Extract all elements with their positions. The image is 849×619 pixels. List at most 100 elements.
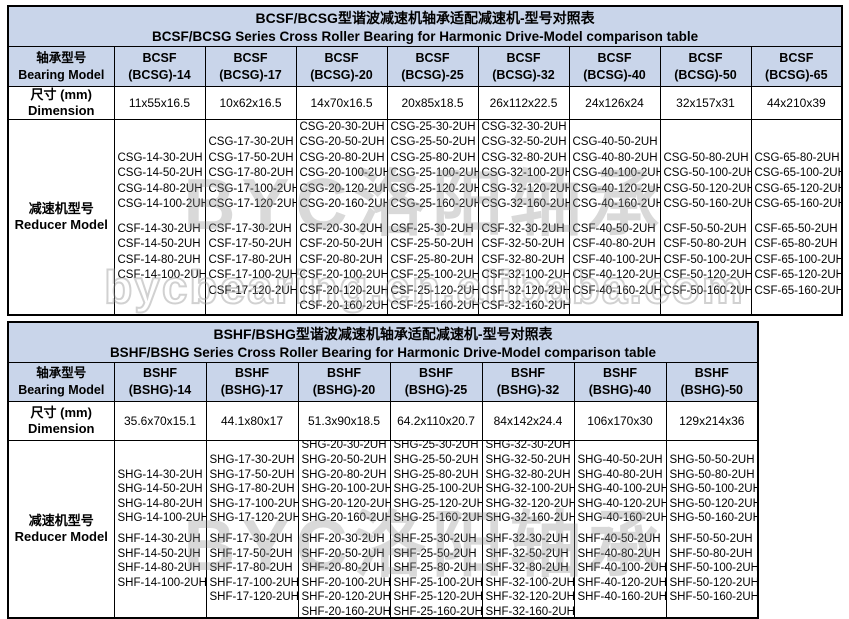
reducer-group-bottom: CSF-17-30-2UH CSF-17-50-2UH CSF-17-80-2UH C… [209, 222, 296, 315]
bearing-model-label-cn: 轴承型号 [36, 366, 87, 380]
model-item: CSF-20-50-2UH [299, 238, 383, 250]
dimension-value-2: 10x62x16.5 [204, 86, 297, 120]
comparison-table-2: BYC洛阳轴承 BSHF/BSHG型谐波减速机轴承适配减速机-型号对照表 BSHF… [7, 321, 842, 619]
model-item: CSG-25-100-2UH [390, 167, 478, 179]
column-header-line1: BSHF [418, 366, 454, 380]
model-item: SHG-50-120-2UH [669, 497, 759, 510]
dimension-value-3: 14x70x16.5 [295, 86, 388, 120]
reducer-models-cell-5: SHG-32-30-2UH SHG-32-50-2UH SHG-32-80-2UH S… [481, 440, 575, 619]
dimension-value-7: 129x214x36 [665, 401, 759, 441]
model-item: CSG-17-50-2UH [208, 151, 294, 164]
model-item: SHG-32-160-2UH [485, 512, 574, 525]
model-item: CSF-65-100-2UH [754, 253, 843, 266]
model-item: CSG-17-120-2UH [208, 198, 296, 210]
model-item: SHF-14-100-2UH [117, 576, 206, 589]
model-item: SHG-50-50-2UH [669, 454, 755, 467]
model-item: SHG-17-50-2UH [209, 468, 295, 481]
reducer-group-top: SHG-50-50-2UH SHG-50-80-2UH SHG-50-100-2UH… [670, 441, 758, 526]
model-item: CSG-17-30-2UH [208, 136, 294, 148]
model-item: CSF-20-120-2UH [299, 284, 387, 297]
model-item: CSF-14-50-2UH [117, 238, 201, 250]
column-header-line2: (BSHG)-25 [404, 383, 468, 397]
table-title-cell: BSHF/BSHG型谐波减速机轴承适配减速机-型号对照表 BSHF/BSHG Se… [7, 321, 759, 363]
model-item: CSG-20-160-2UH [299, 198, 387, 210]
reducer-group-top: CSG-50-80-2UH CSG-50-100-2UH CSG-50-120-2U… [663, 120, 751, 212]
column-header-line2: (BCSG)-40 [583, 67, 646, 82]
column-header-line1: BCSF [324, 50, 359, 65]
model-item: CSG-25-120-2UH [390, 182, 478, 195]
column-header-1: BSHF (BSHG)-14 [113, 362, 207, 402]
reducer-label-cn: 减速机型号 [28, 201, 94, 216]
dimension-row: 尺寸 (mm) Dimension 11x55x16.5 10x62x16.5 14x7… [7, 86, 843, 120]
reducer-group-top: CSG-32-30-2UH CSG-32-50-2UH CSG-32-80-2UH C… [481, 120, 569, 212]
model-item: SHF-40-160-2UH [577, 591, 666, 604]
model-item: SHG-40-50-2UH [577, 454, 663, 467]
reducer-group-bottom: CSF-20-30-2UH CSF-20-50-2UH CSF-20-80-2UH C… [300, 222, 387, 315]
column-header-3: BCSF (BCSG)-20 [295, 46, 388, 87]
dimension-value-2: 44.1x80x17 [205, 401, 299, 441]
reducer-group-top: CSG-65-80-2UH CSG-65-100-2UH CSG-65-120-2U… [754, 120, 843, 212]
model-item: SHG-32-30-2UH [485, 440, 571, 452]
column-header-line2: (BSHG)-20 [312, 383, 376, 397]
column-header-line1: BSHF [510, 366, 546, 380]
model-item: CSF-65-80-2UH [754, 238, 838, 250]
model-item: CSF-40-100-2UH [572, 253, 660, 266]
column-header-7: BCSF (BCSG)-50 [659, 46, 752, 87]
model-item: CSF-40-50-2UH [572, 222, 656, 235]
model-item: SHG-14-80-2UH [117, 497, 203, 510]
model-item: CSF-50-120-2UH [663, 269, 751, 281]
reducer-group-bottom: CSF-32-30-2UH CSF-32-50-2UH CSF-32-80-2UH C… [482, 222, 569, 315]
reducer-models-cell-3: CSG-20-30-2UH CSG-20-50-2UH CSG-20-80-2UH C… [295, 119, 388, 316]
model-item: CSG-32-100-2UH [481, 167, 569, 179]
model-item: CSG-65-160-2UH [754, 198, 843, 210]
dimension-value-5: 84x142x24.4 [481, 401, 575, 441]
model-item: CSF-25-100-2UH [390, 269, 478, 281]
column-header-line1: BCSF [142, 50, 177, 65]
reducer-group-top: CSG-40-50-2UH CSG-40-80-2UH CSG-40-100-2UH… [572, 120, 660, 212]
reducer-label-en: Reducer Model [14, 217, 108, 232]
model-item: CSG-20-80-2UH [299, 151, 385, 164]
model-item: CSF-25-30-2UH [390, 222, 474, 235]
bearing-model-label-en: Bearing Model [18, 383, 105, 397]
model-item: SHG-20-50-2UH [301, 454, 387, 467]
reducer-group-top: SHG-32-30-2UH SHG-32-50-2UH SHG-32-80-2UH S… [485, 440, 574, 526]
model-item: SHG-40-80-2UH [577, 468, 663, 481]
model-item: CSG-50-100-2UH [663, 167, 751, 179]
reducer-row: 减速机型号 Reducer Model CSG-14-30-2UH CSG-14-50… [7, 119, 843, 316]
model-item: SHF-17-50-2UH [209, 547, 293, 560]
column-header-4: BSHF (BSHG)-25 [389, 362, 483, 402]
column-header-5: BSHF (BSHG)-32 [481, 362, 575, 402]
model-item: SHF-50-160-2UH [669, 591, 759, 604]
reducer-group-bottom: SHF-32-30-2UH SHF-32-50-2UH SHF-32-80-2UH S… [486, 532, 574, 617]
model-item: SHG-50-80-2UH [669, 468, 755, 481]
model-item: SHF-50-50-2UH [669, 533, 753, 545]
model-item: SHF-20-120-2UH [301, 591, 390, 604]
table-title-cell: BCSF/BCSG型谐波减速机轴承适配减速机-型号对照表 BCSF/BCSG Se… [7, 5, 843, 47]
model-item: SHG-14-50-2UH [117, 483, 203, 496]
model-item: CSF-25-80-2UH [390, 253, 474, 266]
model-item: SHF-50-100-2UH [669, 562, 759, 575]
dimension-value-4: 20x85x18.5 [386, 86, 479, 120]
reducer-models-cell-4: CSG-25-30-2UH CSG-25-50-2UH CSG-25-80-2UH C… [386, 119, 479, 316]
model-item: CSG-50-160-2UH [663, 198, 751, 210]
model-item: CSF-65-160-2UH [754, 284, 843, 297]
reducer-models-cell-4: SHG-25-30-2UH SHG-25-50-2UH SHG-25-80-2UH S… [389, 440, 483, 619]
model-comparison-table: BSHF/BSHG型谐波减速机轴承适配减速机-型号对照表 BSHF/BSHG Se… [7, 321, 760, 619]
model-item: CSF-14-100-2UH [117, 269, 205, 281]
table-title-cn: BSHF/BSHG型谐波减速机轴承适配减速机-型号对照表 [213, 326, 553, 342]
reducer-group-bottom: CSF-14-30-2UH CSF-14-50-2UH CSF-14-80-2UH C… [118, 222, 205, 315]
dimension-value-6: 24x126x24 [568, 86, 661, 120]
reducer-group-top: SHG-25-30-2UH SHG-25-50-2UH SHG-25-80-2UH S… [394, 441, 482, 526]
model-item: CSG-40-160-2UH [572, 198, 660, 210]
reducer-group-top: CSG-17-30-2UH CSG-17-50-2UH CSG-17-80-2UH C… [208, 120, 296, 212]
column-header-7: BSHF (BSHG)-50 [665, 362, 759, 402]
model-item: CSF-25-120-2UH [390, 284, 478, 297]
model-item: SHG-17-120-2UH [209, 512, 298, 525]
model-item: CSG-25-160-2UH [390, 198, 478, 210]
column-header-line2: (BCSG)-25 [401, 67, 464, 82]
model-item: CSG-14-80-2UH [117, 182, 203, 195]
reducer-group-bottom: SHF-17-30-2UH SHF-17-50-2UH SHF-17-80-2UH S… [210, 532, 298, 617]
model-item: CSF-65-120-2UH [754, 269, 843, 281]
column-header-line1: BSHF [234, 366, 270, 380]
